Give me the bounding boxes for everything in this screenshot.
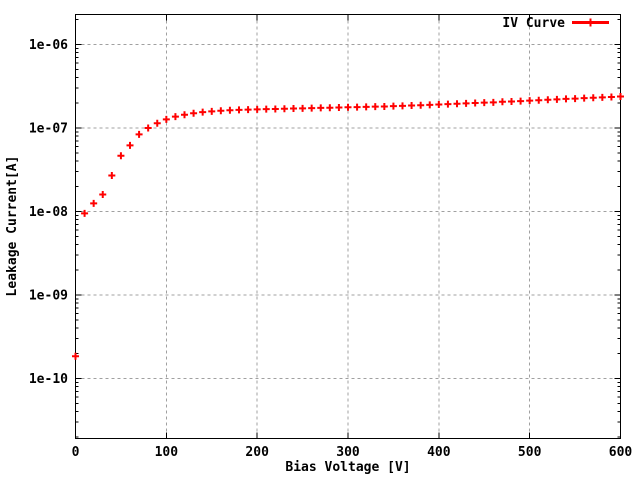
y-tick-label: 1e-06 <box>29 38 68 53</box>
data-point <box>617 93 624 101</box>
data-point <box>226 106 234 114</box>
data-point <box>162 115 170 123</box>
x-tick-label: 0 <box>72 445 80 460</box>
axes-layer <box>75 14 621 439</box>
data-point <box>153 119 161 127</box>
data-point <box>135 130 143 138</box>
data-point <box>589 94 597 102</box>
data-point <box>462 99 470 107</box>
data-point <box>508 97 515 105</box>
x-tick-label: 600 <box>609 445 633 460</box>
y-tick-label: 1e-08 <box>29 205 68 220</box>
legend-sample-marker <box>587 18 594 27</box>
grid-layer <box>75 14 621 439</box>
data-point <box>262 105 270 113</box>
data-point <box>353 103 361 111</box>
data-point <box>526 97 534 105</box>
data-point <box>290 105 297 113</box>
data-point <box>426 101 434 109</box>
data-point <box>308 104 316 112</box>
data-point <box>480 99 488 107</box>
data-point <box>208 107 216 115</box>
legend: IV Curve <box>502 16 609 31</box>
data-point <box>271 105 279 113</box>
x-axis-title: Bias Voltage [V] <box>285 460 410 475</box>
data-point <box>408 101 416 109</box>
data-point <box>90 199 98 207</box>
x-tick-label: 100 <box>155 445 179 460</box>
x-tick-label: 300 <box>336 445 360 460</box>
data-point <box>235 106 243 114</box>
x-tick-label: 200 <box>245 445 269 460</box>
data-point <box>244 106 252 114</box>
legend-line-sample <box>572 18 609 27</box>
x-tick-label: 500 <box>518 445 542 460</box>
data-point <box>117 152 125 160</box>
data-point <box>471 99 479 107</box>
data-point <box>553 95 561 103</box>
data-point <box>544 96 552 104</box>
data-point <box>126 141 134 149</box>
legend-label: IV Curve <box>502 16 565 31</box>
data-point <box>435 101 443 109</box>
y-tick-label: 1e-09 <box>29 289 68 304</box>
data-point <box>362 103 370 111</box>
data-point <box>144 124 152 132</box>
data-point <box>598 93 606 101</box>
data-point <box>335 104 343 111</box>
data-point <box>535 96 543 104</box>
data-point <box>99 190 107 198</box>
data-point <box>299 104 307 112</box>
data-point <box>72 352 79 360</box>
data-point <box>517 97 525 105</box>
data-point <box>562 95 570 103</box>
data-point <box>371 103 379 111</box>
data-point <box>217 107 225 115</box>
y-axis-title: Leakage Current[A] <box>5 156 20 297</box>
data-point <box>344 103 352 111</box>
tick-label-layer: 0 100 200 300 400 500 600 1e-10 1e-09 1e-08 1e-07 1… <box>29 38 633 460</box>
data-point <box>181 111 188 119</box>
data-point <box>280 105 288 113</box>
x-tick-label: 400 <box>427 445 451 460</box>
y-tick-label: 1e-07 <box>29 122 68 137</box>
data-point <box>389 102 397 110</box>
data-point <box>171 113 179 121</box>
data-point <box>199 108 207 116</box>
data-point <box>571 95 579 103</box>
data-point <box>417 101 425 109</box>
data-point <box>489 98 497 106</box>
data-point <box>444 100 452 108</box>
data-point <box>190 109 198 117</box>
iv-curve-series <box>72 93 624 360</box>
data-point <box>317 104 325 112</box>
data-point <box>607 93 615 101</box>
data-point <box>253 105 261 113</box>
data-point <box>580 94 588 102</box>
data-point <box>81 209 89 217</box>
data-point <box>108 171 116 179</box>
y-tick-label: 1e-10 <box>29 372 68 387</box>
data-point <box>453 100 461 108</box>
data-point <box>399 102 406 110</box>
data-point <box>498 98 506 106</box>
data-point <box>380 102 388 110</box>
data-point <box>326 104 334 112</box>
